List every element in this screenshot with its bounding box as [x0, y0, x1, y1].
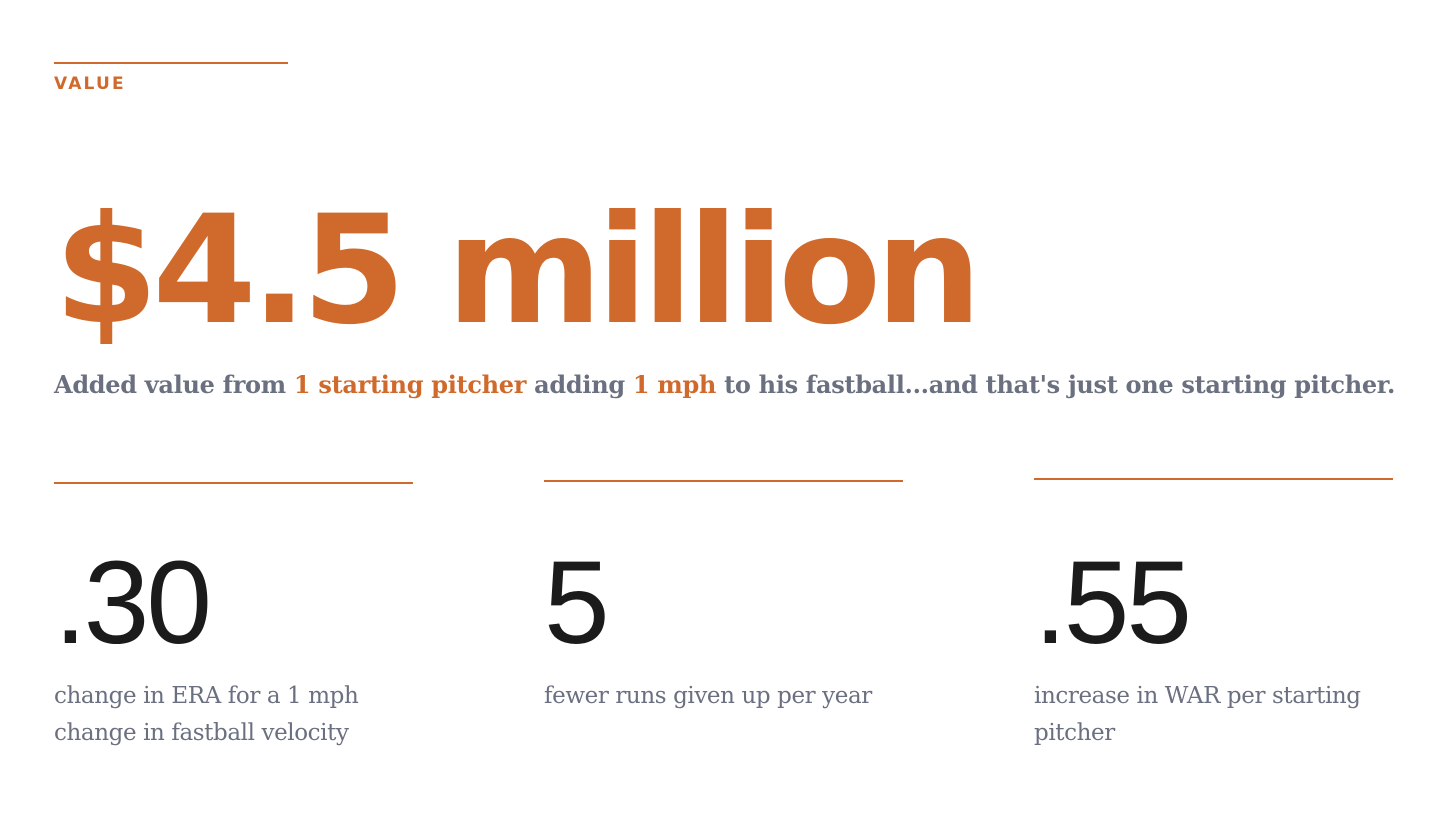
- stat-era-caption: change in ERA for a 1 mph change in fast…: [54, 683, 359, 746]
- section-rule: [54, 62, 288, 64]
- description-highlight-mph: 1 mph: [632, 370, 717, 399]
- stat-rule-2: [544, 480, 903, 482]
- description-text-2: adding: [526, 370, 633, 399]
- headline-value: $4.5 million: [54, 184, 982, 358]
- stat-runs-caption: fewer runs given up per year: [544, 683, 872, 709]
- stat-war-value: .55: [1034, 537, 1192, 669]
- stat-runs-value: 5: [544, 537, 610, 669]
- description-highlight-pitcher: 1 starting pitcher: [293, 370, 527, 399]
- section-label: VALUE: [54, 74, 126, 94]
- headline-description: Added value from 1 starting pitcher addi…: [54, 368, 1395, 402]
- description-text-3: to his fastball...and that's just one st…: [716, 370, 1396, 399]
- description-text-1: Added value from: [54, 370, 294, 399]
- stat-rule-3: [1034, 478, 1393, 480]
- stat-rule-1: [54, 482, 413, 484]
- stat-war-caption: increase in WAR per starting pitcher: [1034, 683, 1361, 746]
- stat-era-value: .30: [54, 537, 212, 669]
